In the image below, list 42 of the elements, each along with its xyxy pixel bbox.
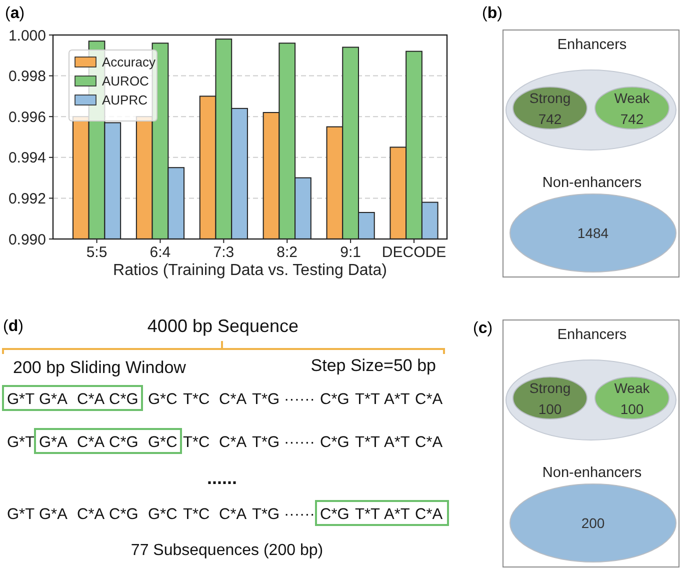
y-tick-label: 0.994	[8, 150, 46, 167]
text: G*T G*A C*A C*G G*C T*C C*A T*G ······ C*G T*T A*T C*A	[7, 434, 443, 451]
text: 77 Subsequences (200 bp)	[130, 542, 324, 559]
y-tick-label: 0.996	[8, 108, 46, 126]
category-label: Weak	[614, 380, 651, 396]
y-tick-label: 0.998	[8, 68, 46, 86]
category-label: Weak	[614, 90, 651, 106]
text: Enhancers	[557, 37, 627, 53]
data-label: 1484	[577, 225, 609, 241]
text: Step Size=50 bp	[310, 356, 436, 375]
y-tick-label: 1.000	[8, 27, 46, 44]
category-label: Strong	[529, 380, 571, 396]
text: G*T G*A C*A C*G G*C T*C C*A T*G ······ C*G T*T A*T C*A	[7, 391, 443, 408]
x-tick-label: 7:3	[213, 244, 234, 261]
x-tick-label: 8:2	[276, 244, 298, 261]
x-tick-label: 9:1	[340, 244, 361, 261]
data-label: 200	[581, 515, 605, 531]
x-axis-title: Ratios (Training Data vs. Testing Data)	[113, 262, 387, 279]
legend-label: AUPRC	[102, 92, 148, 108]
legend-label: Accuracy	[102, 54, 156, 70]
text: 4000 bp Sequence	[147, 316, 299, 336]
text: 200 bp Sliding Window	[13, 358, 187, 377]
category-label: Strong	[529, 90, 571, 106]
x-tick-label: DECODE	[382, 244, 446, 261]
data-label: 742	[620, 111, 644, 127]
text: G*T G*A C*A C*G G*C T*C C*A T*G ······ C*G T*T A*T C*A	[7, 506, 443, 523]
chart-title: (a)	[5, 5, 25, 22]
x-tick-label: 5:5	[86, 244, 108, 261]
y-tick-label: 0.990	[8, 231, 46, 248]
x-tick-label: 6:4	[150, 244, 171, 261]
text: ......	[206, 468, 238, 488]
data-label: 100	[538, 401, 562, 417]
text: (c)	[473, 320, 493, 337]
text: (d)	[3, 318, 24, 335]
legend-label: AUROC	[102, 74, 149, 89]
y-tick-label: 0.992	[8, 190, 46, 208]
data-label: 742	[538, 111, 562, 127]
text: (b)	[482, 5, 502, 22]
data-label: 100	[620, 401, 644, 417]
category-label: Non-enhancers	[542, 465, 642, 481]
text: Enhancers	[557, 327, 627, 343]
category-label: Non-enhancers	[542, 175, 642, 191]
